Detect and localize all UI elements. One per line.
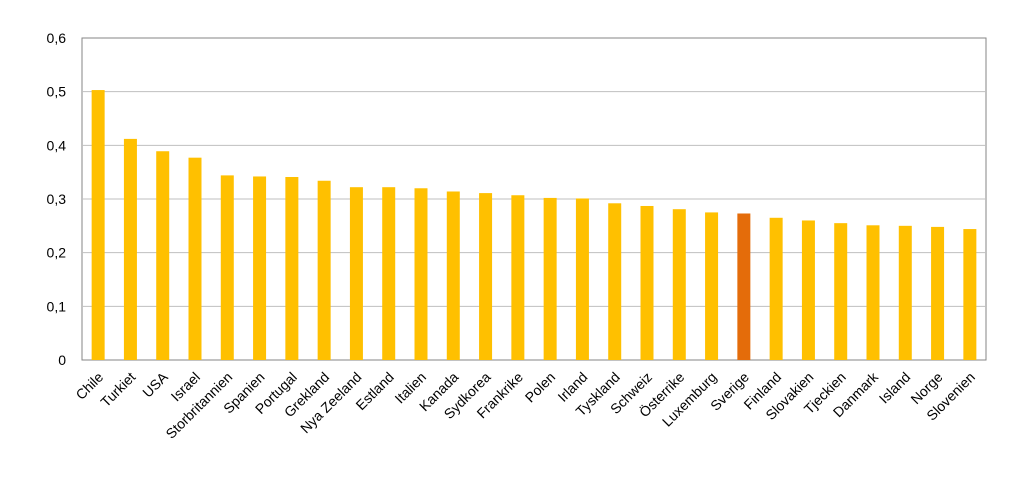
bar-sydkorea: [479, 193, 493, 360]
bar-usa: [156, 151, 170, 360]
bar-grekland: [317, 180, 331, 360]
bar-estland: [382, 187, 396, 360]
bar-turkiet: [123, 138, 137, 360]
bar-spanien: [253, 176, 267, 360]
bar-kanada: [446, 191, 460, 360]
y-tick-label: 0: [58, 352, 66, 368]
bar-danmark: [866, 225, 880, 360]
bar-island: [898, 225, 912, 360]
y-tick-label: 0,3: [47, 191, 67, 207]
bar-slovakien: [801, 220, 815, 360]
y-tick-label: 0,1: [47, 298, 67, 314]
y-axis-tick-labels: 0 0,1 0,2 0,3 0,4 0,5 0,6: [47, 30, 67, 368]
bar-nya-zeeland: [349, 187, 363, 360]
y-tick-label: 0,5: [47, 84, 67, 100]
bar-tjeckien: [834, 223, 848, 360]
bar-frankrike: [511, 195, 525, 360]
x-category-label: USA: [139, 368, 171, 400]
y-tick-label: 0,4: [47, 137, 67, 153]
bar-norge: [931, 226, 945, 360]
bar-polen: [543, 197, 557, 360]
bar-österrike: [672, 209, 686, 360]
y-tick-label: 0,6: [47, 30, 67, 46]
bar-finland: [769, 217, 783, 360]
bars: [91, 90, 977, 360]
x-category-label: Turkiet: [97, 369, 138, 410]
bar-israel: [188, 157, 202, 360]
bar-italien: [414, 188, 428, 360]
y-tick-label: 0,2: [47, 245, 67, 261]
bar-irland: [575, 198, 589, 360]
bar-sverige: [737, 213, 751, 360]
x-category-label: Polen: [522, 369, 559, 406]
bar-storbritannien: [220, 175, 234, 360]
bar-portugal: [285, 176, 299, 360]
gridlines: [81, 37, 987, 361]
bar-luxemburg: [705, 212, 719, 360]
bar-chile: [91, 90, 105, 360]
bar-schweiz: [640, 205, 654, 360]
bar-tyskland: [608, 203, 622, 360]
x-category-label: Island: [876, 369, 914, 407]
bar-slovenien: [963, 229, 977, 360]
